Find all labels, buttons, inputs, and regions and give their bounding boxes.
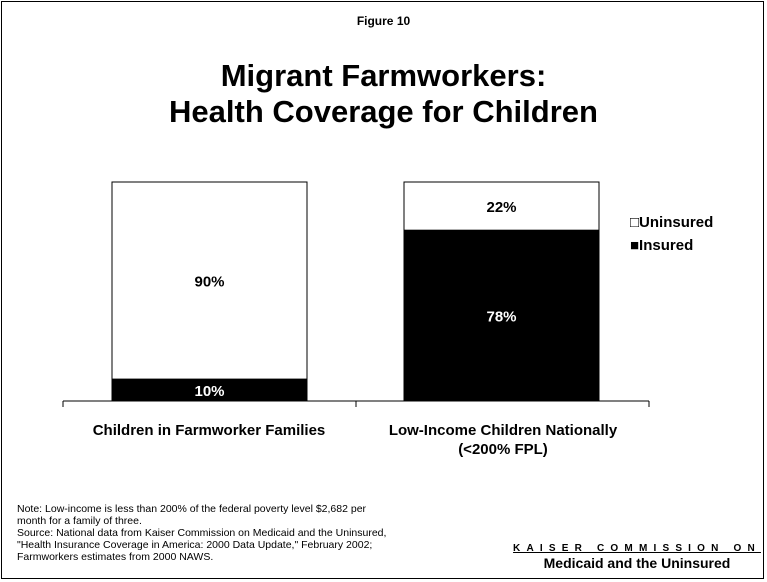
bar-insured-1 — [403, 229, 600, 402]
figure-label: Figure 10 — [356, 14, 411, 28]
data-label-insured-1: 78% — [486, 309, 516, 326]
legend-label-insured: ■Insured — [630, 237, 694, 254]
kaiser-logo-bottom: Medicaid and the Uninsured — [543, 555, 731, 571]
legend-item-uninsured: □Uninsured — [630, 211, 713, 234]
legend-item-insured: ■Insured — [630, 234, 713, 257]
footnote-line-2: month for a family of three. — [17, 515, 142, 527]
x-tick-label-0-0: Children in Farmworker Families — [93, 422, 326, 439]
bar-uninsured-0 — [111, 181, 308, 380]
chart-title: Migrant Farmworkers: Health Coverage for… — [0, 58, 767, 130]
footnote-line-5: Farmworkers estimates from 2000 NAWS. — [17, 551, 214, 563]
kaiser-logo-top: KAISER COMMISSION ON — [513, 543, 761, 554]
kaiser-logo: KAISER COMMISSION ON Medicaid and the Un… — [512, 543, 762, 571]
footnote-line-1: Note: Low-income is less than 200% of th… — [17, 503, 367, 515]
title-line-2: Health Coverage for Children — [169, 94, 598, 129]
data-label-uninsured-1: 22% — [486, 199, 516, 216]
data-label-insured-0: 10% — [194, 383, 224, 400]
footnote-line-4: "Health Insurance Coverage in America: 2… — [17, 539, 373, 551]
bar-uninsured-1 — [403, 181, 600, 231]
title-line-1: Migrant Farmworkers: — [220, 58, 547, 93]
chart-legend: □Uninsured ■Insured — [630, 211, 713, 257]
legend-label-uninsured: □Uninsured — [630, 214, 714, 231]
data-label-uninsured-0: 90% — [194, 274, 224, 291]
x-tick-label-1-1: (<200% FPL) — [458, 441, 548, 458]
x-tick-label-1-0: Low-Income Children Nationally — [389, 422, 618, 439]
footnote: Note: Low-income is less than 200% of th… — [17, 503, 457, 563]
footnote-line-3: Source: National data from Kaiser Commis… — [17, 527, 387, 539]
